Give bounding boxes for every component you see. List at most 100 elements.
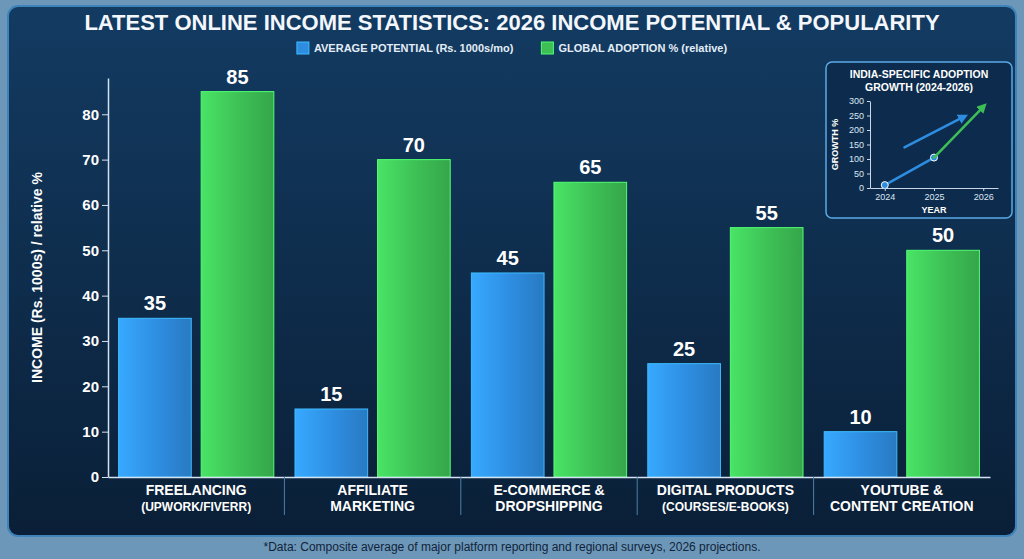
chart-container: LATEST ONLINE INCOME STATISTICS: 2026 IN… (0, 0, 1024, 559)
y-tick-label: 40 (82, 287, 99, 304)
inset-chart: INDIA-SPECIFIC ADOPTIONGROWTH (2024-2026… (826, 62, 1012, 218)
y-tick: 10 (82, 423, 108, 440)
inset-y-tick-label: 150 (849, 140, 864, 150)
x-tick-label-line: (COURSES/E-BOOKS) (662, 500, 789, 514)
inset-x-tick: 2024 (875, 188, 895, 202)
inset-line (885, 158, 934, 186)
x-tick: FREELANCING(UPWORK/FIVERR) (141, 477, 251, 514)
bar (471, 273, 544, 477)
inset-y-tick: 300 (849, 96, 870, 106)
inset-y-tick: 150 (849, 140, 870, 150)
inset-line (904, 117, 963, 147)
y-tick: 40 (82, 287, 108, 304)
bar (554, 182, 627, 477)
y-tick: 70 (82, 151, 108, 168)
x-tick: E-COMMERCE &DROPSHIPPING (493, 477, 604, 514)
y-tick: 80 (82, 106, 108, 123)
x-tick-label: AFFILIATEMARKETING (330, 482, 415, 514)
bar (295, 409, 368, 477)
data-label: 65 (579, 156, 601, 178)
inset-x-tick-mark (885, 188, 886, 191)
x-tick-label-line: (UPWORK/FIVERR) (141, 500, 251, 514)
inset-lines (881, 107, 983, 188)
data-label: 15 (320, 383, 342, 405)
x-tick: DIGITAL PRODUCTS (COURSES/E-BOOKS) (657, 477, 794, 514)
y-tick-label: 30 (82, 332, 99, 349)
inset-y-tick-label: 200 (849, 125, 864, 135)
inset-y-tick-mark (867, 116, 870, 117)
y-tick-mark (102, 296, 108, 297)
x-tick: AFFILIATEMARKETING (330, 477, 415, 514)
y-axis-title: INCOME (Rs. 1000s) / relative % (29, 172, 45, 383)
y-tick-label: 0 (91, 468, 99, 485)
y-tick-label: 80 (82, 106, 99, 123)
axis-line (870, 102, 871, 189)
inset-x-axis-title: YEAR (921, 205, 947, 215)
inset-y-tick: 50 (854, 169, 870, 179)
inset-x-tick-label: 2026 (974, 192, 994, 202)
inset-panel (826, 62, 1012, 218)
y-tick: 20 (82, 378, 108, 395)
x-tick-label-line: MARKETING (330, 498, 415, 514)
y-tick-mark (102, 386, 108, 387)
inset-y-tick-label: 0 (859, 183, 864, 193)
background (0, 0, 1024, 559)
inset-y-tick: 200 (849, 125, 870, 135)
y-tick-label: 50 (82, 242, 99, 259)
bars (119, 92, 980, 477)
y-tick: 50 (82, 242, 108, 259)
inset-y-tick: 100 (849, 154, 870, 164)
inset-y-tick-label: 100 (849, 154, 864, 164)
bar (907, 250, 980, 477)
x-tick-label: FREELANCING(UPWORK/FIVERR) (141, 482, 251, 514)
y-tick-mark (102, 341, 108, 342)
inset-x-tick-label: 2025 (924, 192, 944, 202)
x-tick-label-line: AFFILIATE (337, 482, 408, 498)
x-tick-label: DIGITAL PRODUCTS (COURSES/E-BOOKS) (657, 482, 794, 514)
x-axis: FREELANCING(UPWORK/FIVERR) AFFILIATEMARKE… (109, 477, 991, 514)
inset-point (881, 182, 888, 188)
x-tick-label-line: YOUTUBE & (861, 482, 943, 498)
chart-svg: LATEST ONLINE INCOME STATISTICS: 2026 IN… (0, 0, 1024, 559)
data-labels: 35154525108570655550 (144, 66, 954, 428)
inset-y-tick-label: 300 (849, 96, 864, 106)
axis-line (108, 79, 110, 478)
inset-x-tick: 2025 (924, 188, 944, 202)
inset-title-line: GROWTH (2024-2026) (865, 81, 973, 93)
y-tick-mark (102, 250, 108, 251)
bar (378, 160, 451, 477)
inset-x-tick: 2026 (974, 188, 994, 202)
inset-y-axis-title: GROWTH % (830, 119, 840, 171)
separator (460, 477, 461, 515)
x-tick: YOUTUBE &CONTENT CREATION (830, 477, 974, 514)
y-tick: 0 (91, 468, 108, 485)
y-tick-label: 70 (82, 151, 99, 168)
y-tick-mark (102, 432, 108, 433)
inset-y-tick-mark (867, 101, 870, 102)
y-tick-mark (102, 114, 108, 115)
data-label: 35 (144, 292, 166, 314)
data-label: 50 (932, 224, 954, 246)
y-axis: 0 10 20 30 40 50 60 70 80 (82, 79, 108, 486)
inset-y-tick-mark (867, 174, 870, 175)
inset-y-tick-mark (867, 145, 870, 146)
inset-x-axis: 2024 2025 2026 (871, 188, 999, 202)
y-tick-mark (102, 160, 108, 161)
y-tick-label: 60 (82, 196, 99, 213)
inset-x-tick-mark (983, 188, 984, 191)
inset-title-line: INDIA-SPECIFIC ADOPTION (850, 68, 988, 80)
x-tick-label-line: DROPSHIPPING (495, 498, 602, 514)
inset-y-tick-mark (867, 188, 870, 189)
inset-title: INDIA-SPECIFIC ADOPTIONGROWTH (2024-2026… (850, 68, 988, 93)
panel (8, 6, 1016, 536)
bar (730, 228, 803, 477)
x-tick-label-line: DIGITAL PRODUCTS (657, 482, 794, 498)
y-tick-label: 20 (82, 378, 99, 395)
inset-y-tick-label: 250 (849, 111, 864, 121)
x-tick-label-line: E-COMMERCE & (493, 482, 604, 498)
legend-swatch (541, 42, 553, 54)
inset-x-tick-label: 2024 (875, 192, 895, 202)
data-label: 10 (849, 406, 871, 428)
legend-item: AVERAGE POTENTIAL (Rs. 1000s/mo) (297, 42, 514, 54)
separator (284, 477, 285, 515)
